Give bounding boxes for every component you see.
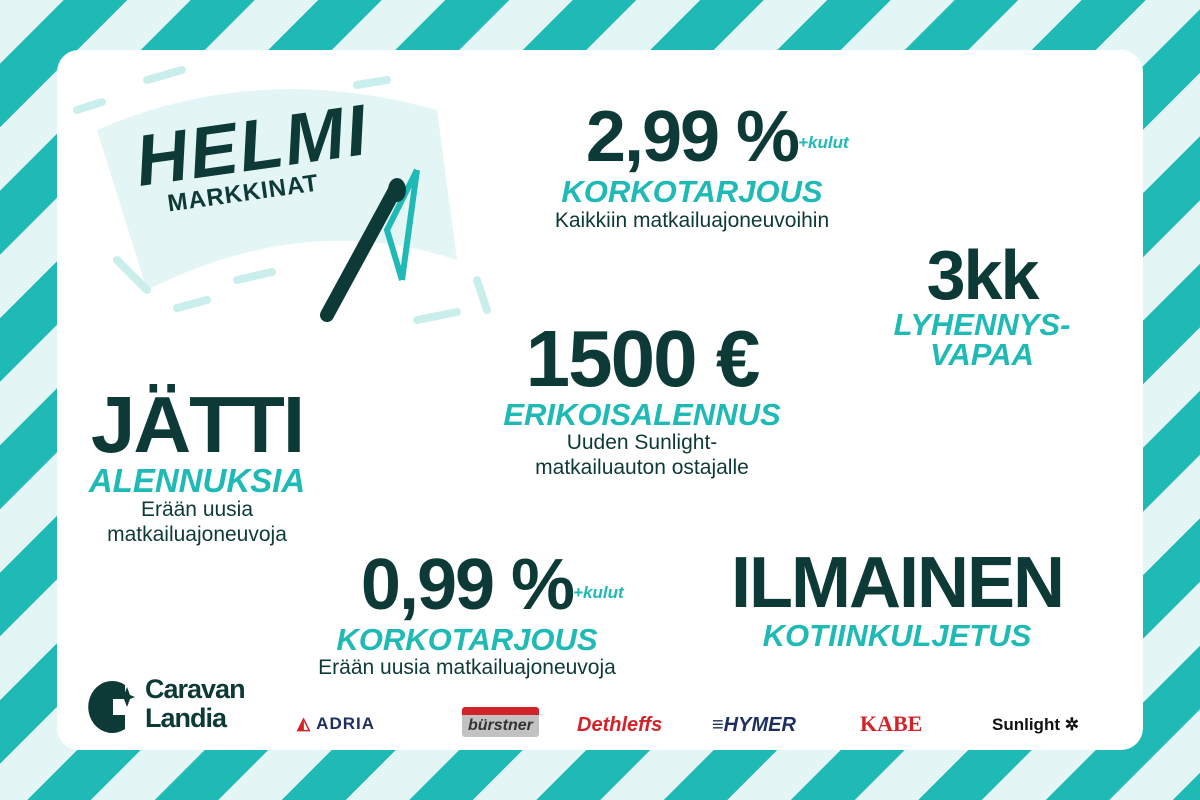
helmi-logo-illustration <box>73 66 491 324</box>
brand-burstner: bürstner <box>462 707 539 737</box>
offer-rate1: 2,99 % +kulut KORKOTARJOUS Kaikkiin matka… <box>497 98 887 233</box>
giant-value: JÄTTI <box>90 380 305 469</box>
discount-desc1: Uuden Sunlight- <box>566 431 718 454</box>
promo-card: HELMI MARKKINAT 2,99 % +kulut KORKOTARJOU… <box>57 50 1143 750</box>
caravanlandia-icon <box>88 681 135 733</box>
rate1-sup: +kulut <box>798 133 849 152</box>
giant-desc1: Erään uusia <box>140 498 254 521</box>
giant-desc2: matkailuajoneuvoja <box>107 523 287 546</box>
giant-label: ALENNUKSIA <box>88 462 306 499</box>
rate1-value: 2,99 % <box>585 97 800 177</box>
delivery-value: ILMAINEN <box>731 543 1065 623</box>
rate2-label: KORKOTARJOUS <box>336 622 598 657</box>
brand-hymer: ≡HYMER <box>712 714 796 736</box>
offer-defer: 3kk LYHENNYS- VAPAA <box>877 240 1087 370</box>
brand-adria: ◭ ADRIA <box>297 714 376 733</box>
brand-sunlight: Sunlight ✲ <box>992 715 1079 734</box>
brand-dethleffs: Dethleffs <box>577 714 663 736</box>
rate2-value: 0,99 % <box>360 545 575 625</box>
offer-delivery: ILMAINEN KOTIINKULJETUS <box>697 545 1097 651</box>
discount-desc2: matkailuauton ostajalle <box>535 456 749 479</box>
discount-label: ERIKOISALENNUS <box>503 397 781 432</box>
discount-value: 1500 € <box>525 314 761 403</box>
delivery-label: KOTIINKULJETUS <box>762 618 1032 653</box>
offer-discount: 1500 € ERIKOISALENNUS Uuden Sunlight- ma… <box>477 318 807 480</box>
offer-giant: JÄTTI ALENNUKSIA Erään uusia matkailuajo… <box>77 385 317 547</box>
brand-kabe: KABE <box>860 711 923 736</box>
rate2-desc: Erään uusia matkailuajoneuvoja <box>318 656 616 679</box>
offer-rate2: 0,99 % +kulut KORKOTARJOUS Erään uusia ma… <box>277 545 657 680</box>
defer-value: 3kk <box>926 236 1040 314</box>
rate2-sup: +kulut <box>573 583 624 602</box>
company-line2: Landia <box>145 703 227 733</box>
defer-label2: VAPAA <box>930 337 1034 372</box>
rate1-label: KORKOTARJOUS <box>561 174 823 209</box>
company-line1: Caravan <box>145 674 246 704</box>
caravanlandia-logo: Caravan Landia <box>85 675 285 735</box>
rate1-desc: Kaikkiin matkailuajoneuvoihin <box>554 209 830 232</box>
defer-label1: LYHENNYS- <box>893 307 1071 342</box>
